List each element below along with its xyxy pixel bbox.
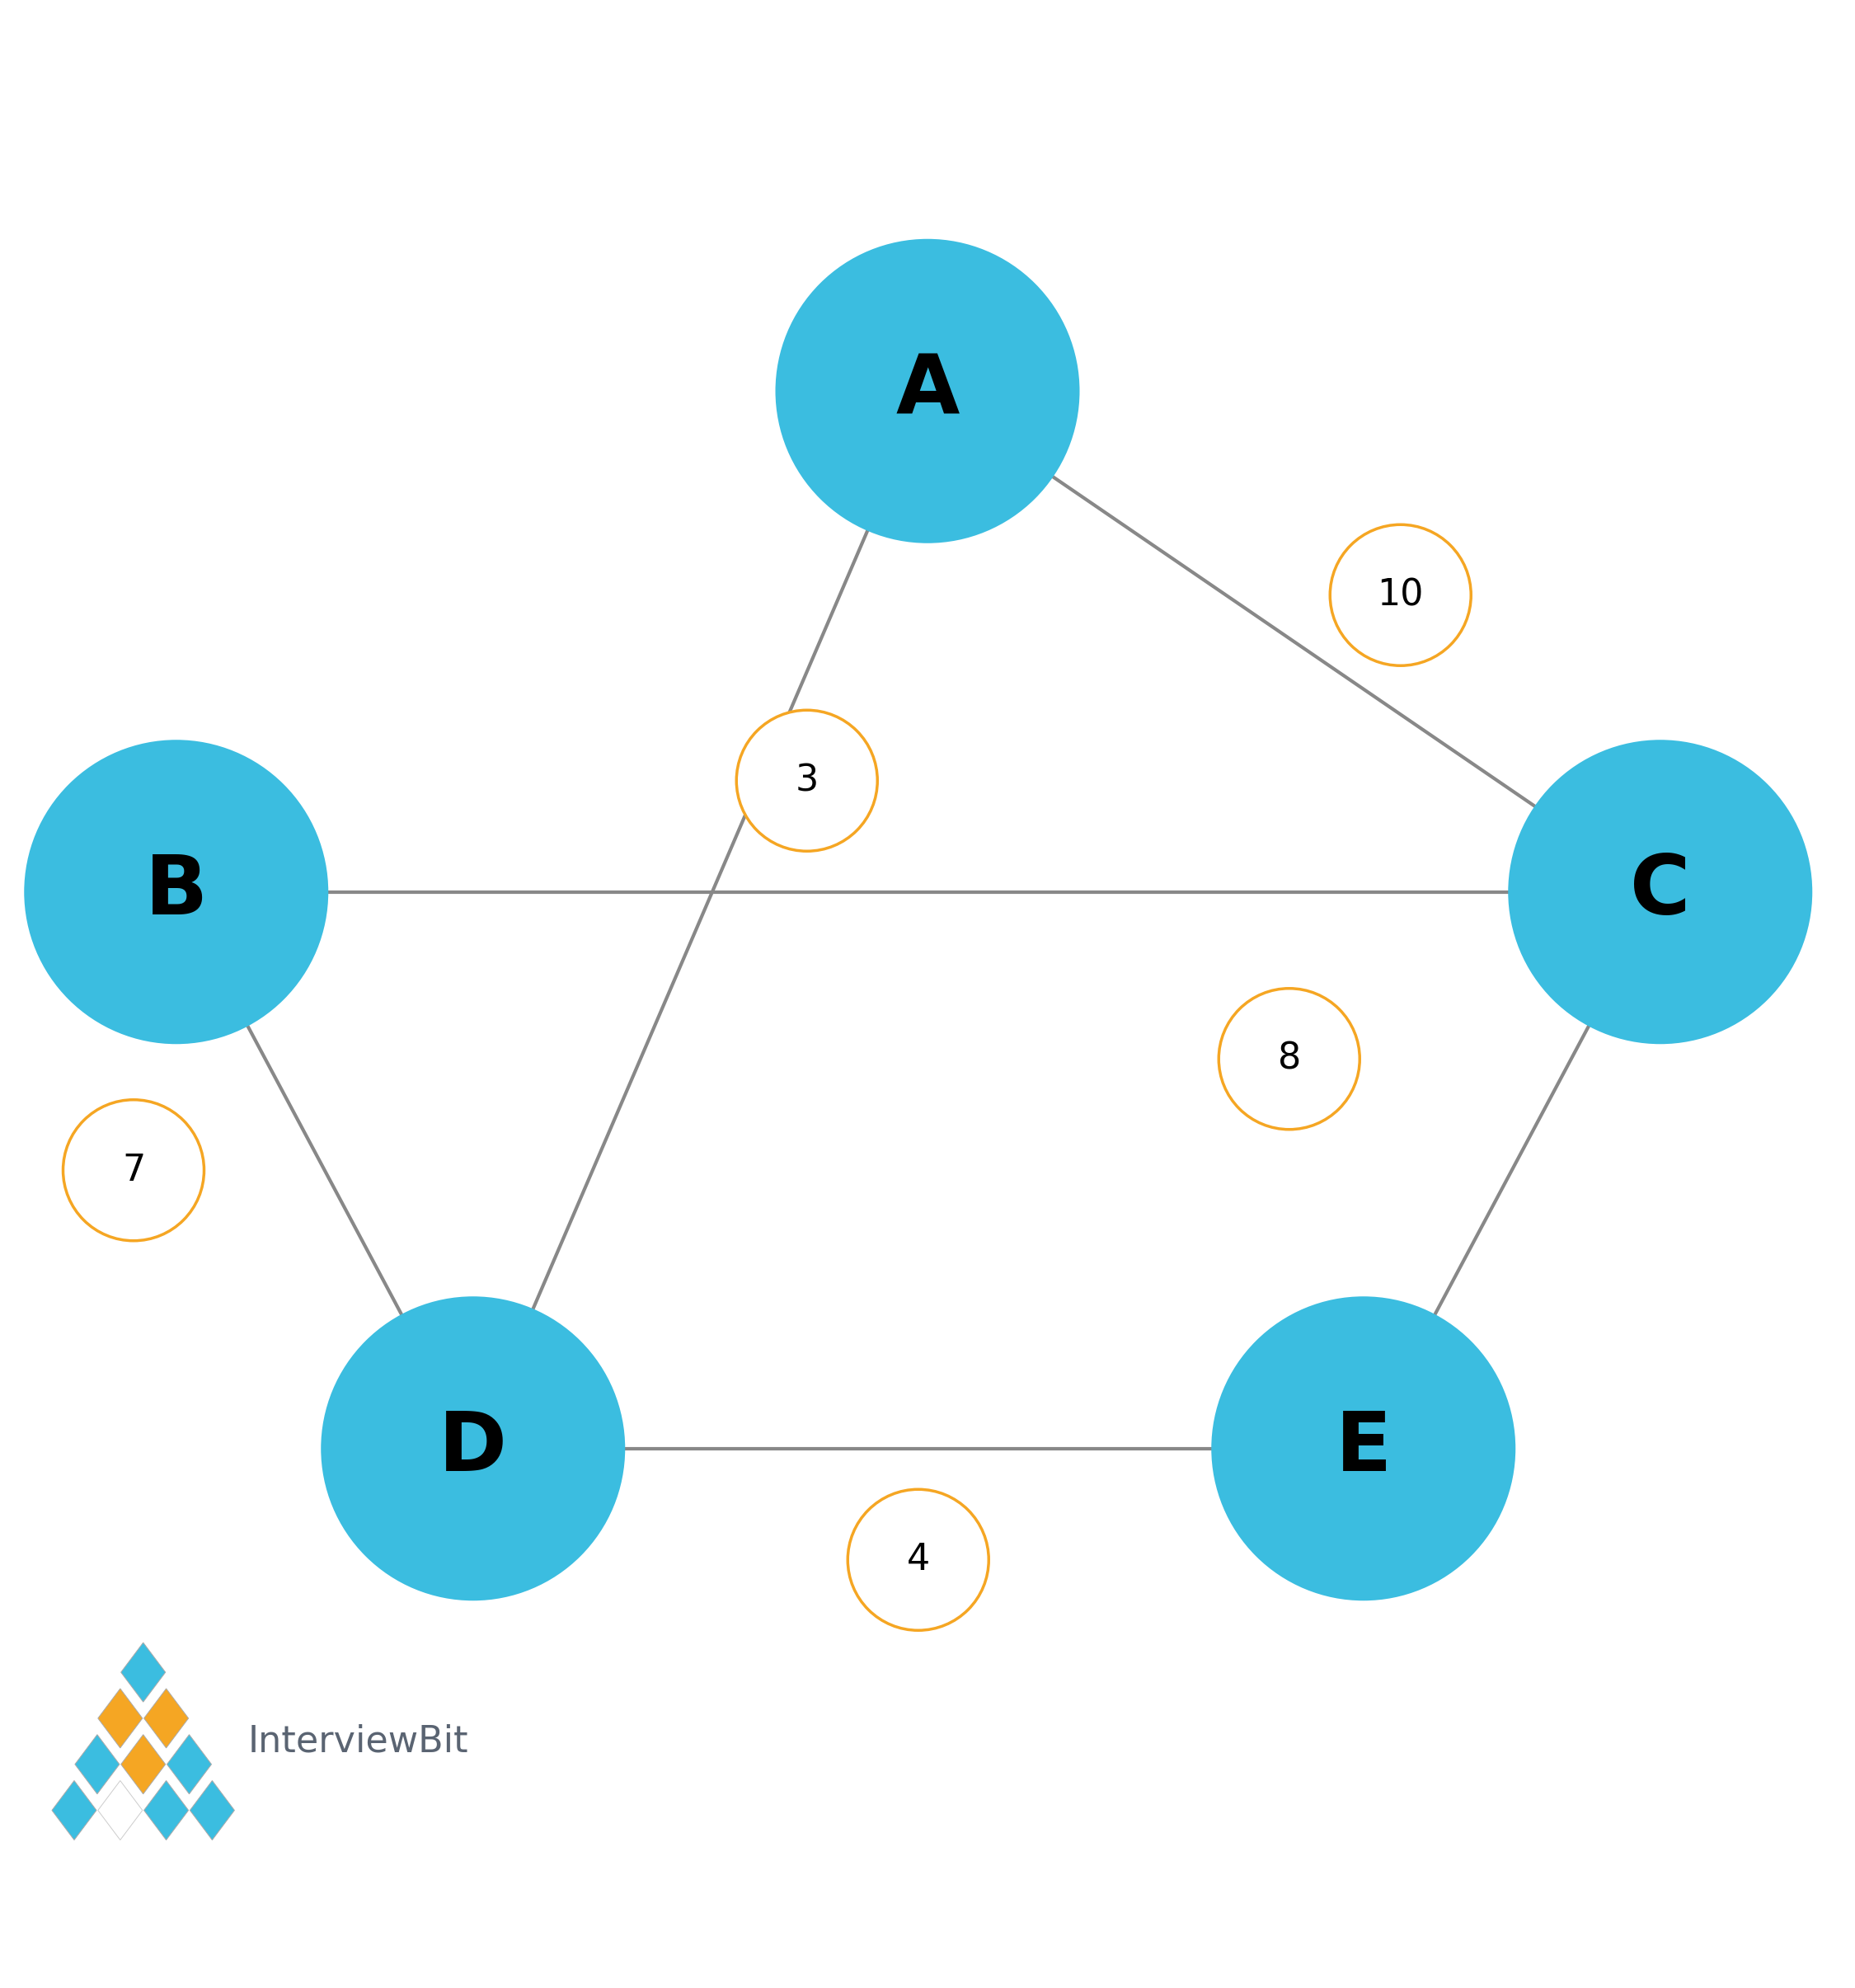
Text: B: B bbox=[145, 853, 208, 932]
Text: 4: 4 bbox=[907, 1543, 929, 1578]
Polygon shape bbox=[167, 1736, 211, 1793]
Circle shape bbox=[24, 740, 328, 1044]
Polygon shape bbox=[98, 1688, 143, 1747]
Circle shape bbox=[848, 1489, 989, 1630]
Circle shape bbox=[736, 710, 877, 851]
Polygon shape bbox=[145, 1781, 189, 1841]
Circle shape bbox=[1211, 1296, 1516, 1600]
Text: E: E bbox=[1336, 1409, 1391, 1489]
Text: A: A bbox=[896, 352, 959, 431]
Polygon shape bbox=[74, 1736, 119, 1793]
Circle shape bbox=[321, 1296, 625, 1600]
Polygon shape bbox=[189, 1781, 234, 1841]
Circle shape bbox=[1219, 988, 1360, 1129]
Text: InterviewBit: InterviewBit bbox=[249, 1724, 469, 1759]
Circle shape bbox=[1330, 525, 1471, 666]
Polygon shape bbox=[52, 1781, 96, 1841]
Text: 8: 8 bbox=[1278, 1042, 1300, 1077]
Text: C: C bbox=[1631, 853, 1690, 932]
Circle shape bbox=[1508, 740, 1812, 1044]
Polygon shape bbox=[121, 1736, 165, 1793]
Circle shape bbox=[775, 239, 1080, 543]
Text: 10: 10 bbox=[1376, 577, 1425, 612]
Polygon shape bbox=[121, 1642, 165, 1702]
Text: 3: 3 bbox=[796, 763, 818, 799]
Polygon shape bbox=[98, 1781, 143, 1841]
Text: D: D bbox=[440, 1409, 506, 1489]
Polygon shape bbox=[145, 1688, 189, 1747]
Circle shape bbox=[63, 1099, 204, 1241]
Text: 7: 7 bbox=[122, 1153, 145, 1189]
